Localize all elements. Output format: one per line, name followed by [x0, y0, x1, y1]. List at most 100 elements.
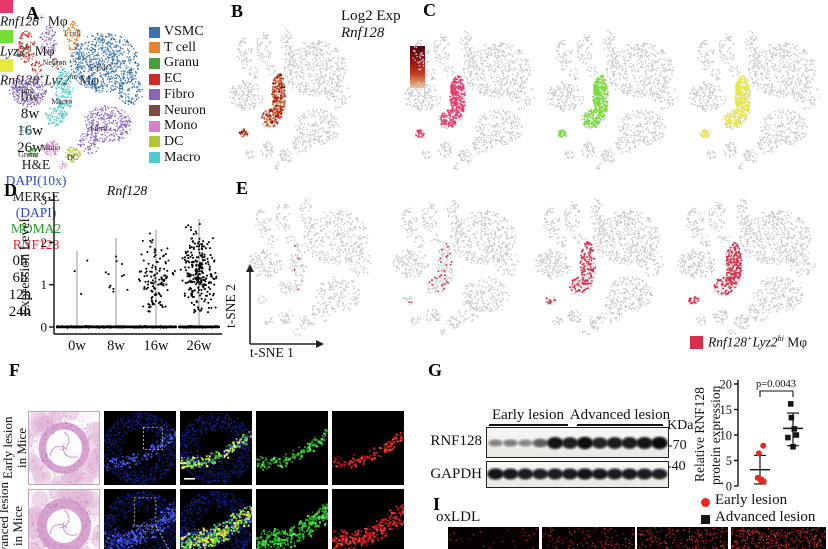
- violin-point: [197, 268, 200, 271]
- violin-point: [166, 247, 169, 250]
- circle: [190, 324, 192, 327]
- violin-point: [193, 289, 196, 292]
- arrowhead-right-icon: [316, 340, 324, 348]
- cluster-legend: VSMC T cell Granu EC Fibro Neuron Mono DC Macro: [149, 24, 239, 174]
- violin-point: [194, 230, 197, 233]
- circle: [198, 326, 201, 329]
- violin-point: [146, 274, 149, 277]
- blot-band: [517, 468, 534, 480]
- violin-point: [212, 294, 215, 297]
- violin-point: [199, 283, 202, 286]
- violin-point: [145, 270, 148, 273]
- violin-point: [148, 310, 151, 313]
- violin-plot: 0 1 2 3 0w 8w 16w 26w: [41, 193, 222, 354]
- scatter-plot: 0 5 10 15 20 p=0.0043: [720, 378, 803, 494]
- violin-point: [173, 269, 176, 273]
- panel-label-f: F: [9, 360, 20, 380]
- legend-label: Fibro: [164, 86, 195, 102]
- violin-point: [161, 278, 164, 281]
- violin-point: [186, 281, 189, 284]
- violin-point: [190, 289, 194, 292]
- blot-band: [561, 437, 579, 449]
- violin-point: [202, 283, 206, 287]
- violin-point: [206, 260, 210, 263]
- tsne-canvas-a: [8, 20, 152, 178]
- violin-point: [188, 246, 192, 249]
- violin-point: [188, 244, 191, 247]
- circle: [78, 326, 81, 328]
- circle: [67, 326, 69, 329]
- violin-point: [189, 279, 192, 282]
- oxldl-image-24h: [731, 527, 826, 549]
- violin-point: [198, 309, 202, 312]
- violin-point: [200, 288, 203, 291]
- violin-point: [200, 292, 203, 295]
- violin-point: [197, 288, 200, 292]
- micrograph-moma2-row1: [256, 411, 328, 485]
- legend-label: Granu: [164, 55, 199, 71]
- panel-label-a: A: [26, 3, 39, 23]
- legend-swatch-VSMC: [149, 26, 160, 38]
- circle: [162, 327, 165, 329]
- circle: [100, 325, 103, 328]
- violin-point: [159, 303, 162, 306]
- violin-point: [196, 277, 199, 280]
- violin-point: [198, 222, 201, 226]
- panel-label-g: G: [428, 360, 443, 380]
- violin-point: [115, 260, 118, 263]
- violin-point: [200, 279, 203, 282]
- violin-point: [196, 242, 199, 245]
- circle: [205, 325, 208, 328]
- violin-point: [208, 293, 211, 296]
- legend-item: Fibro: [149, 87, 194, 103]
- tsne2-axis-label: t-SNE 2: [223, 284, 238, 328]
- blot-band: [502, 468, 519, 480]
- f-col-header: RNF128: [12, 236, 60, 252]
- violin-point: [181, 257, 184, 260]
- circle: [185, 326, 188, 329]
- legend-item: T cell: [149, 40, 196, 56]
- violin-point: [188, 261, 191, 264]
- violin-point: [204, 283, 207, 286]
- violin-point: [148, 232, 151, 235]
- violin-point: [204, 280, 207, 283]
- blot-band: [487, 468, 504, 480]
- violin-point: [163, 274, 166, 277]
- scatter-point-advanced: [791, 426, 798, 432]
- violin-point: [160, 281, 163, 284]
- blot-band: [547, 468, 564, 480]
- tsne-map-rnf128-expression: [228, 28, 358, 178]
- tsne-cluster-label: Fibro: [90, 124, 108, 134]
- violin-point: [146, 283, 150, 286]
- circle: [97, 326, 100, 328]
- violin-point: [154, 268, 157, 271]
- violin-point: [147, 280, 150, 283]
- violin-point: [145, 267, 148, 270]
- violin-point: [146, 250, 149, 253]
- violin-point: [191, 254, 194, 257]
- circle: [61, 325, 64, 327]
- circle: [216, 326, 219, 329]
- violin-point: [192, 256, 195, 259]
- arrowhead-up-icon: [246, 264, 254, 272]
- legend-item: Neuron: [149, 103, 206, 119]
- violin-point: [163, 278, 166, 281]
- e-legend-label: Rnf128+Lyz2hi Mφ: [708, 334, 808, 350]
- violin-point: [207, 263, 210, 266]
- circle: [108, 326, 111, 329]
- violin-point: [183, 292, 186, 295]
- violin-point: [184, 261, 187, 264]
- blot-band: [591, 468, 608, 480]
- violin-point: [195, 245, 198, 248]
- violin-point: [198, 237, 201, 240]
- violin-point: [192, 274, 195, 277]
- circle: [139, 325, 142, 327]
- circle: [84, 324, 87, 327]
- circle: [112, 326, 115, 328]
- blot-band: [488, 439, 503, 447]
- violin-xtick: 26w: [187, 338, 213, 354]
- circle: [143, 325, 146, 327]
- violin-point: [202, 286, 205, 289]
- tsne-canvas-c2: [546, 30, 686, 178]
